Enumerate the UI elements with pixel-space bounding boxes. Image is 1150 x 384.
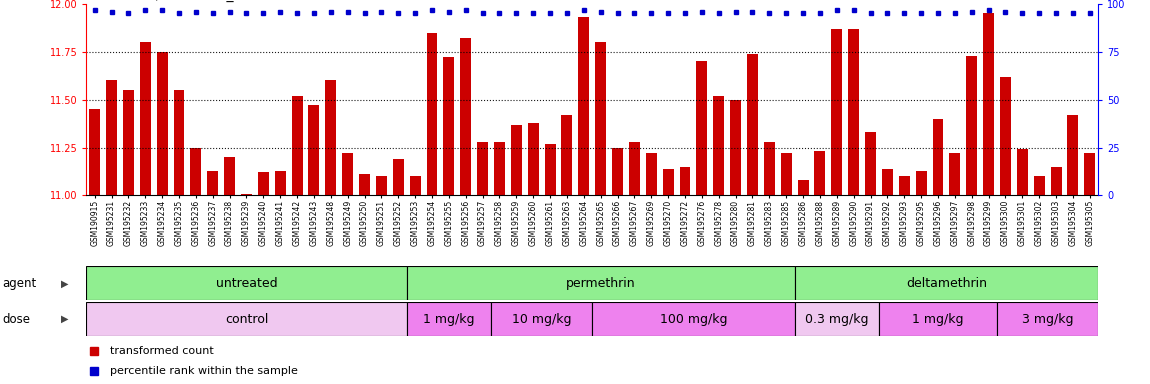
FancyBboxPatch shape bbox=[795, 266, 1098, 300]
Bar bbox=[798, 180, 808, 195]
Bar bbox=[933, 119, 943, 195]
Text: ▶: ▶ bbox=[61, 314, 69, 324]
Bar bbox=[680, 167, 690, 195]
Bar bbox=[156, 52, 168, 195]
Bar bbox=[242, 194, 252, 195]
Bar bbox=[915, 170, 927, 195]
Bar bbox=[646, 153, 657, 195]
Bar bbox=[662, 169, 674, 195]
Bar bbox=[444, 58, 454, 195]
Bar bbox=[123, 90, 133, 195]
Bar bbox=[224, 157, 235, 195]
Bar bbox=[629, 142, 639, 195]
Text: deltamethrin: deltamethrin bbox=[906, 277, 987, 290]
Bar bbox=[983, 13, 994, 195]
Text: 1 mg/kg: 1 mg/kg bbox=[423, 313, 475, 326]
Bar bbox=[90, 109, 100, 195]
Bar bbox=[427, 33, 437, 195]
Bar bbox=[899, 176, 910, 195]
FancyBboxPatch shape bbox=[592, 302, 795, 336]
Bar bbox=[376, 176, 386, 195]
Text: 3 mg/kg: 3 mg/kg bbox=[1022, 313, 1073, 326]
Bar bbox=[292, 96, 302, 195]
Bar bbox=[477, 142, 488, 195]
Bar bbox=[865, 132, 876, 195]
Bar bbox=[966, 56, 978, 195]
Bar bbox=[207, 170, 218, 195]
Text: 100 mg/kg: 100 mg/kg bbox=[660, 313, 727, 326]
Text: percentile rank within the sample: percentile rank within the sample bbox=[109, 366, 298, 376]
Bar bbox=[697, 61, 707, 195]
FancyBboxPatch shape bbox=[879, 302, 997, 336]
Bar bbox=[849, 29, 859, 195]
Bar bbox=[1034, 176, 1044, 195]
Bar bbox=[393, 159, 404, 195]
Bar bbox=[308, 105, 320, 195]
FancyBboxPatch shape bbox=[795, 302, 879, 336]
Bar bbox=[764, 142, 775, 195]
Bar bbox=[325, 81, 336, 195]
Text: 0.3 mg/kg: 0.3 mg/kg bbox=[805, 313, 868, 326]
Text: ▶: ▶ bbox=[61, 278, 69, 288]
Bar bbox=[528, 122, 538, 195]
Bar bbox=[561, 115, 573, 195]
Bar bbox=[831, 29, 842, 195]
Bar bbox=[258, 172, 269, 195]
Bar bbox=[1000, 77, 1011, 195]
Bar bbox=[1084, 153, 1095, 195]
Bar bbox=[1017, 149, 1028, 195]
Bar bbox=[343, 153, 353, 195]
Bar bbox=[409, 176, 421, 195]
FancyBboxPatch shape bbox=[997, 302, 1098, 336]
Bar bbox=[596, 42, 606, 195]
FancyBboxPatch shape bbox=[86, 302, 407, 336]
Bar bbox=[460, 38, 471, 195]
FancyBboxPatch shape bbox=[491, 302, 592, 336]
Bar bbox=[612, 147, 623, 195]
FancyBboxPatch shape bbox=[407, 302, 491, 336]
Bar bbox=[140, 42, 151, 195]
Bar bbox=[1067, 115, 1079, 195]
Bar bbox=[545, 144, 555, 195]
Bar bbox=[748, 54, 758, 195]
Bar bbox=[174, 90, 184, 195]
Bar bbox=[730, 100, 741, 195]
Text: untreated: untreated bbox=[216, 277, 277, 290]
Bar bbox=[950, 153, 960, 195]
Text: GDS2998 / 1371255_at: GDS2998 / 1371255_at bbox=[86, 0, 248, 2]
Text: control: control bbox=[224, 313, 268, 326]
Bar bbox=[882, 169, 892, 195]
Text: 10 mg/kg: 10 mg/kg bbox=[512, 313, 572, 326]
Bar bbox=[781, 153, 791, 195]
Bar bbox=[275, 170, 285, 195]
Text: permethrin: permethrin bbox=[566, 277, 636, 290]
Bar bbox=[511, 124, 522, 195]
FancyBboxPatch shape bbox=[86, 266, 407, 300]
FancyBboxPatch shape bbox=[407, 266, 795, 300]
Bar bbox=[494, 142, 505, 195]
Bar bbox=[713, 96, 724, 195]
Bar bbox=[1051, 167, 1061, 195]
Text: transformed count: transformed count bbox=[109, 346, 213, 356]
Text: agent: agent bbox=[2, 277, 37, 290]
Bar bbox=[814, 151, 826, 195]
Text: dose: dose bbox=[2, 313, 30, 326]
Bar bbox=[191, 147, 201, 195]
Bar bbox=[106, 81, 117, 195]
Text: 1 mg/kg: 1 mg/kg bbox=[912, 313, 964, 326]
Bar bbox=[359, 174, 370, 195]
Bar bbox=[578, 17, 589, 195]
